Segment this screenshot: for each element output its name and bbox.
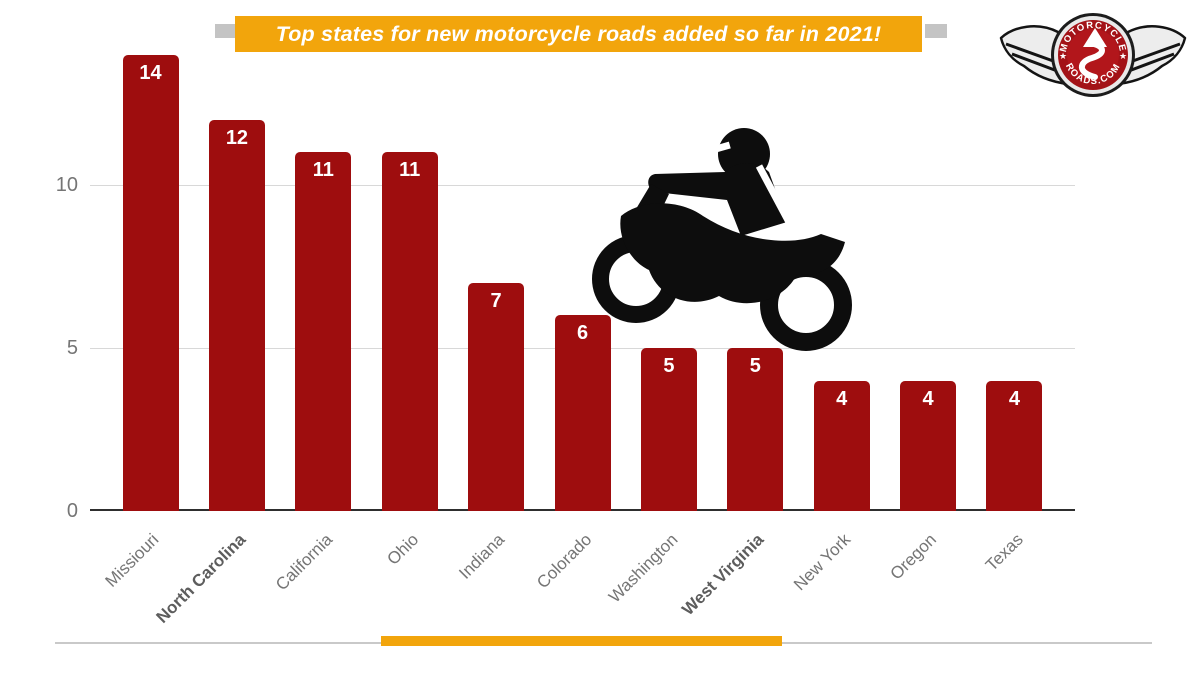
bar-value-label-ohio: 11	[399, 159, 421, 182]
bar-california: 11	[295, 152, 352, 511]
gridline-10	[90, 185, 1075, 186]
x-axis-label-california: California	[271, 529, 336, 595]
bar-value-label-colorado: 6	[576, 322, 589, 345]
logo-left-wing	[999, 25, 1070, 86]
logo-right-wing	[1116, 25, 1187, 86]
bike-body	[620, 203, 845, 304]
bar-value-label-texas: 4	[1008, 387, 1021, 410]
bar-colorado: 6	[554, 315, 611, 511]
x-slot-north-carolina: North Carolina	[152, 511, 265, 656]
title-banner: Top states for new motorcycle roads adde…	[235, 16, 922, 52]
x-axis-label-washington: Washington	[604, 529, 682, 607]
helmet-visor-slit	[712, 141, 731, 154]
x-slot-missiouri: Missiouri	[102, 511, 179, 656]
x-slot-texas: Texas	[982, 511, 1042, 656]
bar-missiouri: 14	[122, 54, 179, 511]
silhouette-gap	[755, 164, 795, 228]
motorcycleroads-logo: MOTORCYCLE ROADS.COM ★ ★	[999, 13, 1187, 97]
motorcycle-rider-icon	[592, 128, 852, 351]
x-axis-labels: Missiouri North Carolina California Ohio Ind…	[90, 511, 1075, 656]
footer-accent-underline	[381, 636, 782, 646]
bar-value-label-north-carolina: 12	[225, 126, 249, 149]
y-axis-tick-label-10: 10	[55, 174, 78, 196]
x-axis-label-new-york: New York	[789, 529, 855, 595]
logo-star-right: ★	[1119, 51, 1127, 61]
bar-indiana: 7	[468, 282, 525, 511]
x-slot-ohio: Ohio	[382, 511, 438, 656]
bar-value-label-missiouri: 14	[139, 61, 162, 84]
x-axis-label-missiouri: Missiouri	[102, 529, 163, 591]
bar-value-label-california: 11	[312, 159, 334, 182]
x-slot-west-virginia: West Virginia	[678, 511, 783, 656]
x-slot-oregon: Oregon	[887, 511, 956, 656]
x-axis-label-texas: Texas	[981, 529, 1027, 575]
x-slot-washington: Washington	[605, 511, 697, 656]
x-slot-indiana: Indiana	[456, 511, 524, 656]
x-axis-label-ohio: Ohio	[383, 529, 423, 569]
bar-value-label-new-york: 4	[836, 387, 848, 410]
x-axis-label-oregon: Oregon	[886, 529, 941, 584]
chart-title: Top states for new motorcycle roads adde…	[275, 21, 882, 46]
bar-value-label-washington: 5	[663, 355, 675, 377]
y-axis-tick-label-0: 0	[66, 500, 78, 522]
bar-series: 14 12 11 11 7 6 5 5 4 4 4	[90, 0, 1075, 511]
bar-north-carolina: 12	[208, 119, 265, 511]
rider-body	[648, 163, 787, 236]
bar-oregon: 4	[900, 380, 957, 511]
x-axis-label-indiana: Indiana	[455, 529, 509, 583]
x-slot-california: California	[271, 511, 351, 656]
bar-west-virginia: 5	[727, 348, 784, 511]
banner-side-tab-right	[925, 24, 947, 38]
x-slot-colorado: Colorado	[533, 511, 611, 656]
bar-texas: 4	[986, 380, 1043, 511]
bar-value-label-oregon: 4	[922, 387, 934, 410]
y-axis: 0 5 10	[0, 0, 80, 530]
bar-ohio: 11	[381, 152, 438, 511]
bar-value-label-indiana: 7	[490, 289, 502, 312]
banner-side-tab-left	[215, 24, 237, 38]
x-axis-label-colorado: Colorado	[532, 529, 595, 593]
bar-value-label-west-virginia: 5	[749, 355, 761, 377]
x-slot-new-york: New York	[790, 511, 870, 656]
bar-washington: 5	[640, 348, 697, 511]
y-axis-tick-label-5: 5	[66, 337, 78, 359]
bar-new-york: 4	[813, 380, 870, 511]
logo-star-left: ★	[1059, 51, 1067, 61]
logo-road-arrow-icon	[1078, 28, 1107, 80]
